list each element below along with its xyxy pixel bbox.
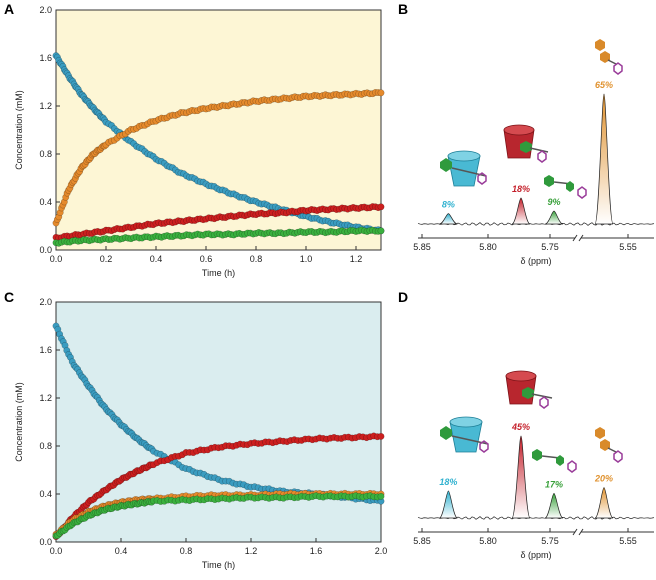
series-green [52,492,385,540]
spectrum-baseline [417,516,655,520]
panel-letter-c: C [4,289,14,305]
kinetics-plot-a: 0.0 0.4 0.8 1.2 1.6 2.0 0.0 0.2 0.4 0.6 0.8 1.0 1.2 T… [14,5,385,278]
x-tick-label: 5.55 [619,242,637,252]
spectrum-peak [439,213,458,225]
green-guest-icon [532,449,577,473]
y-tick-label: 0.4 [39,197,52,207]
spectrum-peak [594,93,614,225]
y-tick-label: 0.0 [39,537,52,547]
axis-break-mark [578,528,584,536]
y-axis-label: Concentration (mM) [14,90,24,170]
series-orange [52,89,385,227]
peak-percent-label: 18% [512,184,530,194]
x-tick-label: 5.80 [479,536,497,546]
y-tick-label: 1.2 [39,101,52,111]
x-tick-label: 2.0 [375,546,388,556]
x-axis-label: Time (h) [202,560,235,570]
x-tick-label: 1.0 [300,254,313,264]
nmr-spectrum-d: 18% 45% 17% 20% 5.85 5.80 5.75 5.55 δ (ppm) [413,422,655,560]
peak-percent-label: 65% [595,80,613,90]
y-tick-label: 0.8 [39,441,52,451]
y-tick-label: 2.0 [39,297,52,307]
x-tick-label: 0.2 [100,254,113,264]
x-tick-label: 0.0 [50,254,63,264]
molecule-cartoons-b [440,39,623,199]
x-tick-label: 5.55 [619,536,637,546]
y-tick-label: 0.4 [39,489,52,499]
x-tick-label: 1.2 [350,254,363,264]
orange-guest-icon [595,39,623,75]
peak-percent-label: 18% [439,477,457,487]
x-tick-label: 5.85 [413,536,431,546]
panel-letter-a: A [4,1,14,17]
spectrum-peak [511,435,531,519]
axis-break-mark [578,234,584,242]
spectrum-peak [544,210,564,225]
spectrum-baseline [417,222,655,226]
x-tick-label: 0.6 [200,254,213,264]
peak-percent-label: 45% [511,422,530,432]
spectrum-peak [594,487,614,519]
red-host-guest-icon [505,370,553,409]
x-tick-label: 0.8 [180,546,193,556]
data-point [377,492,385,500]
molecule-cartoons-d [440,370,623,473]
x-tick-label: 5.75 [541,536,559,546]
spectrum-peak [544,493,564,519]
x-tick-label: 1.2 [245,546,258,556]
cyan-host-guest-icon [440,150,487,187]
data-point [377,89,385,97]
orange-guest-icon [595,427,623,463]
axis-break-gap [575,529,581,535]
kinetics-plot-c: 0.0 0.4 0.8 1.2 1.6 2.0 0.0 0.4 0.8 1.2 1.6 2.0 Time… [14,297,387,570]
x-tick-label: 0.4 [115,546,128,556]
y-tick-label: 2.0 [39,5,52,15]
peak-percent-label: 8% [442,200,455,210]
x-tick-label: 1.6 [310,546,323,556]
data-point [377,227,385,235]
series-red [52,203,385,242]
y-tick-label: 0.8 [39,149,52,159]
x-tick-label: 5.85 [413,242,431,252]
axis-break-mark [572,234,578,242]
x-tick-label: 0.4 [150,254,163,264]
y-axis-label: Concentration (mM) [14,382,24,462]
axis-break-mark [572,528,578,536]
x-axis-label: Time (h) [202,268,235,278]
x-axis-label: δ (ppm) [520,256,551,266]
x-tick-label: 5.80 [479,242,497,252]
y-tick-label: 1.6 [39,345,52,355]
panel-letter-d: D [398,289,408,305]
spectrum-peak [439,490,458,519]
x-axis-label: δ (ppm) [520,550,551,560]
x-tick-label: 0.8 [250,254,263,264]
peak-percent-label: 20% [594,474,613,484]
cyan-host-guest-icon [440,416,489,453]
panel-letter-b: B [398,1,408,17]
red-host-guest-icon [503,124,549,163]
data-point [377,203,385,211]
y-tick-label: 1.6 [39,53,52,63]
x-tick-label: 5.75 [541,242,559,252]
spectrum-peak [511,197,531,225]
green-guest-icon [544,175,587,199]
peak-percent-label: 17% [545,479,563,489]
data-point [377,432,385,440]
y-tick-label: 0.0 [39,245,52,255]
nmr-spectrum-b: 8% 18% 9% 65% 5.85 5.80 5.75 5.55 δ (ppm) [413,80,655,266]
peak-percent-label: 9% [547,197,560,207]
series-green [52,226,385,247]
axis-break-gap [575,235,581,241]
x-tick-label: 0.0 [50,546,63,556]
y-tick-label: 1.2 [39,393,52,403]
